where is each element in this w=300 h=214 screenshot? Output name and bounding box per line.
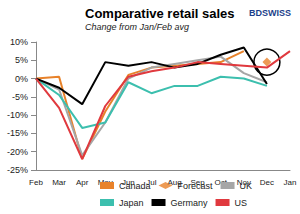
svg-text:Jul: Jul: [146, 177, 157, 187]
svg-text:Dec: Dec: [260, 178, 274, 187]
svg-text:Change from Jan/Feb avg: Change from Jan/Feb avg: [85, 22, 189, 32]
svg-text:Canada: Canada: [119, 181, 151, 191]
svg-text:-25%: -25%: [7, 165, 28, 175]
svg-text:UK: UK: [240, 181, 253, 191]
svg-text:0%: 0%: [15, 74, 28, 84]
svg-text:Mar: Mar: [52, 178, 66, 187]
svg-text:-15%: -15%: [7, 128, 28, 138]
svg-text:-10%: -10%: [7, 110, 28, 120]
svg-text:-5%: -5%: [12, 92, 28, 102]
svg-text:10%: 10%: [10, 37, 28, 47]
svg-text:Aug: Aug: [167, 177, 182, 187]
svg-text:-20%: -20%: [7, 147, 28, 157]
svg-text:Feb: Feb: [29, 178, 43, 187]
svg-text:Jan: Jan: [284, 178, 297, 187]
svg-text:5%: 5%: [15, 55, 28, 65]
svg-text:Germany: Germany: [171, 198, 209, 208]
svg-text:Apr: Apr: [76, 178, 89, 187]
svg-text:Japan: Japan: [119, 198, 144, 208]
svg-text:US: US: [235, 198, 248, 208]
svg-text:BDSWISS: BDSWISS: [249, 8, 291, 18]
svg-text:Forecast: Forecast: [178, 181, 214, 191]
svg-text:Comparative retail sales: Comparative retail sales: [85, 6, 235, 21]
